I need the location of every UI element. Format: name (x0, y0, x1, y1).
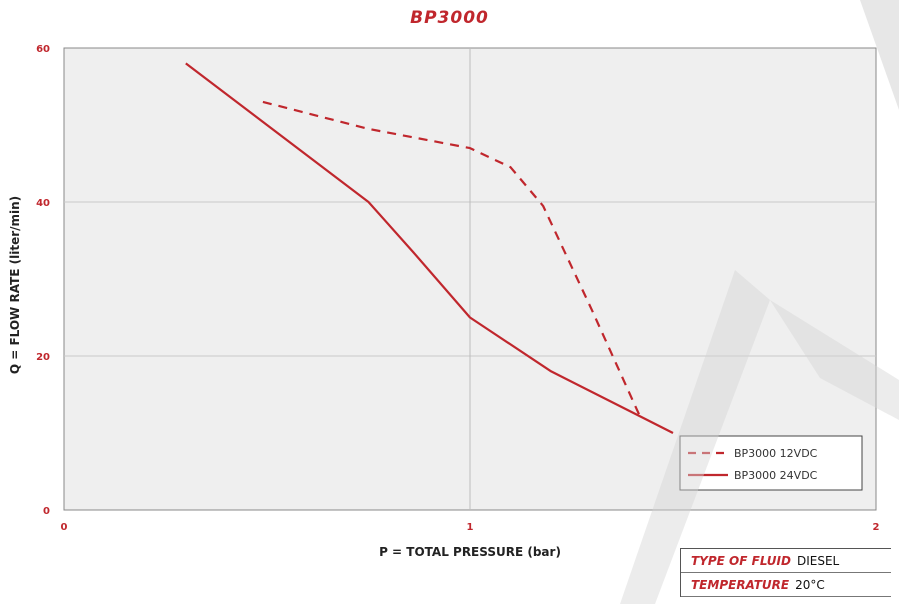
legend-label: BP3000 24VDC (734, 469, 818, 482)
watermark-shape (770, 300, 899, 420)
series-line-12vdc (262, 100, 642, 419)
x-tick-label: 1 (467, 522, 474, 533)
watermark-shape (860, 0, 899, 110)
y-axis-label: Q = FLOW RATE (liter/min) (8, 195, 22, 375)
watermark-shape (620, 270, 770, 604)
legend-label: BP3000 12VDC (734, 447, 818, 460)
y-tick-label: 20 (36, 352, 50, 363)
x-tick-label: 0 (61, 522, 68, 533)
y-tick-label: 60 (36, 44, 50, 55)
x-axis-label: P = TOTAL PRESSURE (bar) (379, 545, 561, 559)
info-value-temperature: 20°C (795, 577, 825, 592)
info-row-fluid: TYPE OF FLUID DIESEL (681, 549, 891, 573)
info-key-fluid: TYPE OF FLUID (691, 553, 791, 568)
y-tick-label: 40 (36, 198, 50, 209)
info-key-temperature: TEMPERATURE (691, 577, 790, 592)
y-tick-label: 0 (43, 506, 50, 517)
info-value-fluid: DIESEL (796, 553, 840, 568)
series-line-24vdc (185, 62, 674, 434)
chart-title: BP3000 (410, 8, 489, 28)
legend-box (679, 435, 863, 491)
x-tick-label: 2 (873, 522, 880, 533)
info-row-temperature: TEMPERATURE 20°C (681, 573, 891, 597)
fluid-info-table: TYPE OF FLUID DIESEL TEMPERATURE 20°C (680, 548, 891, 597)
